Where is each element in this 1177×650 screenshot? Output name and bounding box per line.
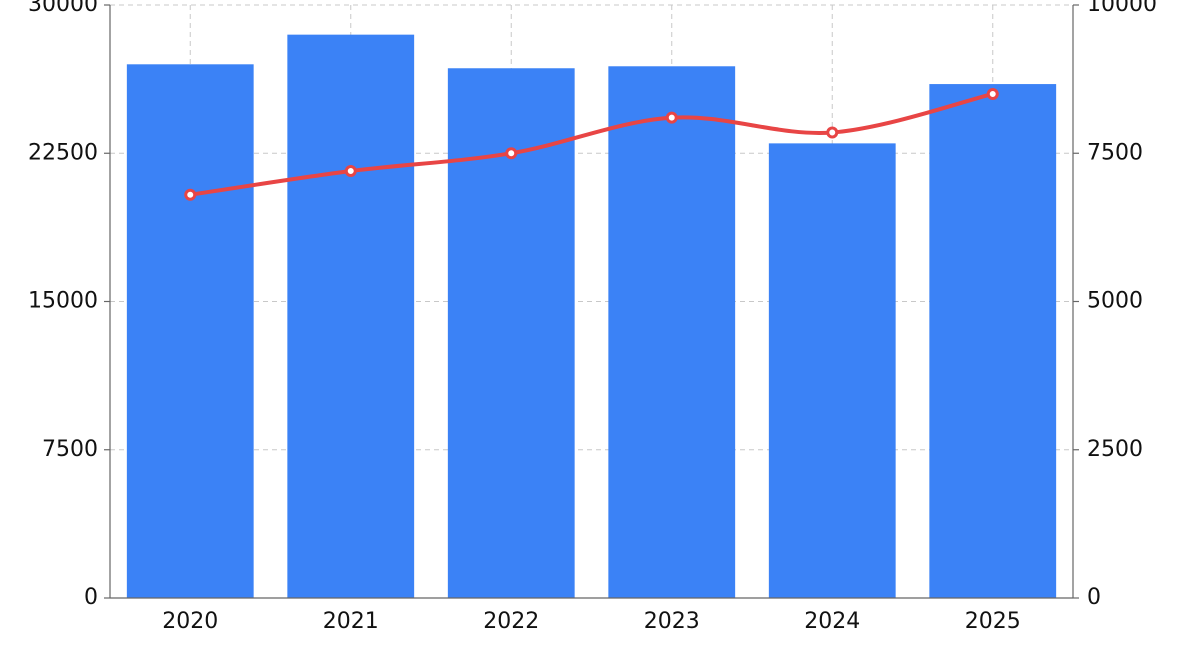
y-tick-label: 22500 bbox=[28, 140, 98, 165]
y-tick-label: 15000 bbox=[28, 289, 98, 314]
y2-tick-label: 7500 bbox=[1087, 140, 1143, 165]
x-tick-label: 2024 bbox=[804, 609, 860, 634]
x-tick-label: 2022 bbox=[483, 609, 539, 634]
line-marker bbox=[826, 126, 839, 139]
y2-tick-label: 10000 bbox=[1087, 0, 1157, 17]
x-tick-label: 2021 bbox=[323, 609, 379, 634]
x-tick-label: 2025 bbox=[965, 609, 1021, 634]
bar bbox=[126, 64, 254, 599]
bar bbox=[768, 143, 896, 598]
y2-tick-label: 0 bbox=[1087, 585, 1101, 610]
grid bbox=[110, 4, 1073, 599]
bar bbox=[608, 66, 736, 598]
line-marker bbox=[986, 87, 999, 100]
y2-tick-label: 5000 bbox=[1087, 289, 1143, 314]
bar bbox=[929, 84, 1057, 599]
y-tick-label: 30000 bbox=[28, 0, 98, 17]
bar bbox=[287, 34, 415, 598]
line bbox=[189, 92, 994, 197]
x-tick-label: 2023 bbox=[644, 609, 700, 634]
x-tick-label: 2020 bbox=[162, 609, 218, 634]
y-tick-label: 7500 bbox=[42, 437, 98, 462]
line-marker bbox=[505, 147, 518, 160]
line-marker bbox=[184, 188, 197, 201]
line-marker bbox=[344, 165, 357, 178]
line-marker bbox=[665, 111, 678, 124]
y-tick-label: 0 bbox=[84, 585, 98, 610]
y2-tick-label: 2500 bbox=[1087, 437, 1143, 462]
